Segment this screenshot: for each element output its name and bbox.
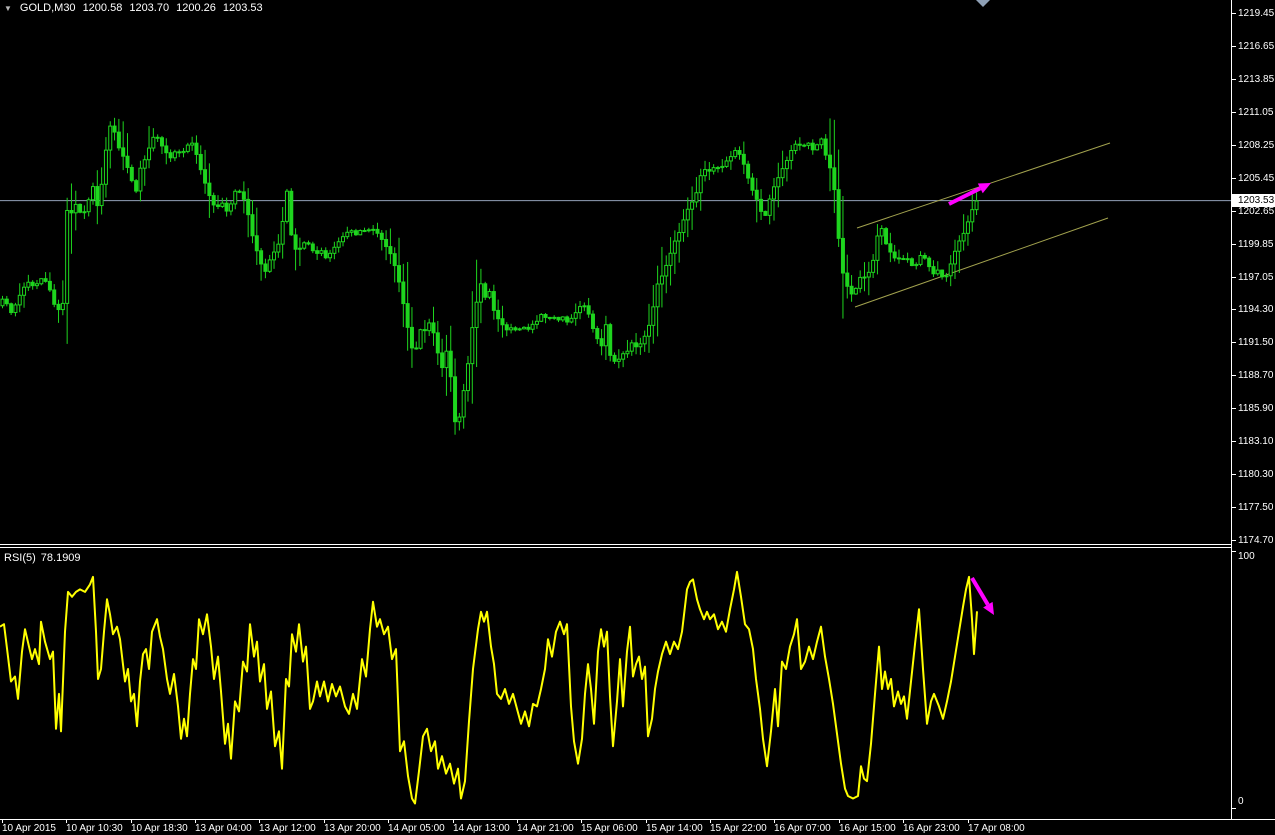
price-axis-label: 1183.10 <box>1238 436 1274 447</box>
price-axis-label: 1202.65 <box>1238 206 1275 217</box>
chart-ohlc-header: ▼ GOLD,M30 1200.58 1203.70 1200.26 1203.… <box>4 2 263 14</box>
price-axis-tick <box>1231 474 1236 475</box>
time-axis-label: 16 Apr 07:00 <box>774 823 831 834</box>
current-price-tag: 1203.53 <box>1232 194 1275 207</box>
price-axis-tick <box>1231 13 1236 14</box>
ohlc-high: 1203.70 <box>129 2 170 14</box>
time-axis-label: 10 Apr 18:30 <box>131 823 188 834</box>
time-axis-label: 14 Apr 21:00 <box>517 823 574 834</box>
current-price-value: 1203.53 <box>1238 195 1275 206</box>
price-axis-tick <box>1231 507 1236 508</box>
ohlc-open: 1200.58 <box>82 2 123 14</box>
time-axis-tick <box>968 819 969 823</box>
price-axis-tick <box>1231 145 1236 146</box>
price-axis-tick <box>1231 244 1236 245</box>
ohlc-close: 1203.53 <box>222 2 263 14</box>
rsi-indicator-label: RSI(5) 78.1909 <box>4 552 81 564</box>
last-bar-position-marker[interactable] <box>976 0 990 7</box>
time-axis-tick <box>903 819 904 823</box>
price-axis-tick <box>1231 112 1236 113</box>
time-axis-tick <box>646 819 647 823</box>
price-chart-area[interactable] <box>0 0 1232 546</box>
price-axis-tick <box>1231 375 1236 376</box>
price-axis-label: 1213.85 <box>1238 74 1275 85</box>
price-axis-label: 1219.45 <box>1238 8 1275 19</box>
ohlc-low: 1200.26 <box>176 2 216 14</box>
rsi-axis-tick <box>1231 808 1236 809</box>
price-axis-label: 1191.50 <box>1238 337 1274 348</box>
price-axis-label: 1174.70 <box>1238 535 1274 546</box>
time-axis-label: 14 Apr 05:00 <box>388 823 445 834</box>
time-axis-label: 16 Apr 23:00 <box>903 823 960 834</box>
time-axis-tick <box>195 819 196 823</box>
panel-divider-bottom[interactable] <box>0 547 1232 548</box>
price-axis-label: 1188.70 <box>1238 370 1274 381</box>
price-axis-label: 1197.05 <box>1238 272 1274 283</box>
rsi-axis-label: 100 <box>1238 551 1255 562</box>
time-axis-tick <box>131 819 132 823</box>
time-axis-label: 15 Apr 14:00 <box>646 823 703 834</box>
rsi-name: RSI(5) <box>4 552 36 564</box>
time-axis-tick <box>453 819 454 823</box>
time-axis-label: 14 Apr 13:00 <box>453 823 510 834</box>
price-axis-label: 1199.85 <box>1238 239 1274 250</box>
price-axis-tick <box>1231 309 1236 310</box>
time-axis-tick <box>517 819 518 823</box>
price-axis-tick <box>1231 540 1236 541</box>
candlestick-series <box>0 117 979 435</box>
time-axis[interactable]: 10 Apr 2015 10 Apr 10:30 10 Apr 18:30 13 Ap… <box>0 819 1275 835</box>
time-axis-label: 15 Apr 06:00 <box>581 823 638 834</box>
price-axis-tick <box>1231 441 1236 442</box>
time-axis-label: 13 Apr 04:00 <box>195 823 252 834</box>
symbol-dropdown-icon[interactable]: ▼ <box>4 3 12 13</box>
price-axis-label: 1216.65 <box>1238 41 1275 52</box>
rsi-axis-tick <box>1231 551 1236 552</box>
time-axis-border <box>0 819 1275 820</box>
channel-lower-trendline[interactable] <box>854 217 1109 308</box>
time-axis-tick <box>324 819 325 823</box>
rsi-indicator-area[interactable] <box>0 549 1232 819</box>
time-axis-tick <box>2 819 3 823</box>
time-axis-tick <box>710 819 711 823</box>
price-axis-label: 1211.05 <box>1238 107 1274 118</box>
rsi-value: 78.1909 <box>40 552 81 564</box>
price-axis-tick <box>1231 178 1236 179</box>
rsi-line <box>0 570 978 805</box>
time-axis-tick <box>388 819 389 823</box>
time-axis-label: 10 Apr 2015 <box>2 823 56 834</box>
time-axis-label: 16 Apr 15:00 <box>839 823 896 834</box>
price-axis-tick <box>1231 211 1236 212</box>
time-axis-tick <box>259 819 260 823</box>
time-axis-label: 13 Apr 12:00 <box>259 823 316 834</box>
panel-divider-top[interactable] <box>0 544 1232 545</box>
time-axis-tick <box>66 819 67 823</box>
price-axis-tick <box>1231 342 1236 343</box>
price-axis-label: 1180.30 <box>1238 469 1274 480</box>
rsi-axis-label: 0 <box>1238 796 1244 807</box>
price-axis-label: 1205.45 <box>1238 173 1275 184</box>
price-axis-tick <box>1231 277 1236 278</box>
price-axis-label: 1177.50 <box>1238 502 1274 513</box>
buy-signal-arrow[interactable] <box>948 183 991 206</box>
symbol-label: GOLD,M30 <box>19 2 76 14</box>
price-axis-tick <box>1231 46 1236 47</box>
time-axis-tick <box>839 819 840 823</box>
time-axis-label: 13 Apr 20:00 <box>324 823 381 834</box>
price-scale-border <box>1231 0 1232 819</box>
time-axis-label: 10 Apr 10:30 <box>66 823 123 834</box>
time-axis-label: 15 Apr 22:00 <box>710 823 767 834</box>
sell-signal-arrow[interactable] <box>970 576 994 615</box>
price-axis-tick <box>1231 408 1236 409</box>
price-axis-label: 1185.90 <box>1238 403 1274 414</box>
time-axis-label: 17 Apr 08:00 <box>968 823 1025 834</box>
price-axis-label: 1208.25 <box>1238 140 1275 151</box>
price-axis-label: 1194.30 <box>1238 304 1274 315</box>
time-axis-tick <box>581 819 582 823</box>
time-axis-tick <box>774 819 775 823</box>
price-axis-tick <box>1231 79 1236 80</box>
